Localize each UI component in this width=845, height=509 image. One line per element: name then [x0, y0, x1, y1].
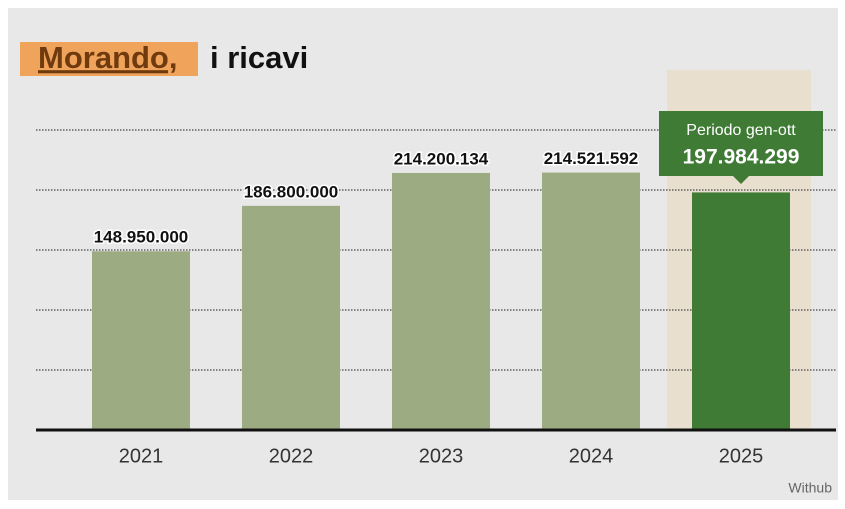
- annotation: Periodo gen-ott: [686, 122, 796, 139]
- bar: [542, 172, 640, 430]
- bar: [692, 192, 790, 430]
- title-highlight: Morando,: [38, 40, 178, 75]
- bar: [392, 172, 490, 430]
- value-label: 197.984.299: [683, 146, 800, 169]
- value-label: 186.800.000: [244, 182, 339, 201]
- x-tick-label: 2022: [269, 445, 314, 467]
- x-tick-label: 2021: [119, 445, 164, 467]
- bar: [242, 205, 340, 430]
- chart-title: i ricavi: [210, 40, 308, 75]
- callout-pointer: [733, 176, 749, 184]
- x-tick-label: 2025: [719, 445, 764, 467]
- bar: [92, 251, 190, 430]
- source: Withub: [788, 480, 832, 496]
- callout-box: [659, 111, 823, 176]
- x-tick-label: 2023: [419, 445, 464, 467]
- value-label: 148.950.000: [94, 228, 189, 247]
- callout: Periodo gen-ott 197.984.299: [659, 111, 823, 184]
- title-highlight-box: [20, 42, 198, 76]
- value-label: 214.200.134: [394, 149, 489, 168]
- value-label: 214.521.592: [544, 149, 639, 168]
- x-tick-label: 2024: [569, 445, 614, 467]
